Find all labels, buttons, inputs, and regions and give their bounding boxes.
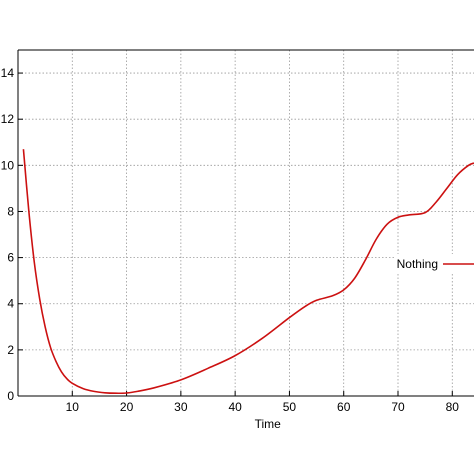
x-tick-label: 30: [174, 400, 188, 414]
y-tick-label: 2: [7, 343, 14, 357]
series-lines: [22, 149, 474, 395]
grid: [18, 50, 474, 396]
x-tick-label: 60: [337, 400, 351, 414]
x-tick-label: 50: [283, 400, 297, 414]
y-tick-label: 0: [7, 389, 14, 403]
x-tick-label: 80: [446, 400, 460, 414]
y-tick-label: 6: [7, 251, 14, 265]
legend-entry-label: Nothing: [397, 257, 438, 271]
x-tick-label: 10: [66, 400, 80, 414]
y-tick-label: 8: [7, 204, 14, 218]
y-tick-label: 4: [7, 297, 14, 311]
tick-labels: 10 20 30 40 50 60 70 80 0 2 4 6 8 10 12 14: [1, 66, 460, 414]
x-tick-label: 40: [228, 400, 242, 414]
legend-background: [396, 254, 474, 274]
x-tick-label: 70: [391, 400, 405, 414]
x-tick-label: 20: [120, 400, 134, 414]
series-line-nothing: [22, 149, 474, 395]
y-tick-label: 12: [1, 112, 15, 126]
legend: Nothing: [396, 254, 474, 274]
x-axis-label: Time: [255, 417, 282, 431]
y-tick-label: 14: [1, 66, 15, 80]
axes: [17, 49, 474, 397]
y-tick-label: 10: [1, 158, 15, 172]
